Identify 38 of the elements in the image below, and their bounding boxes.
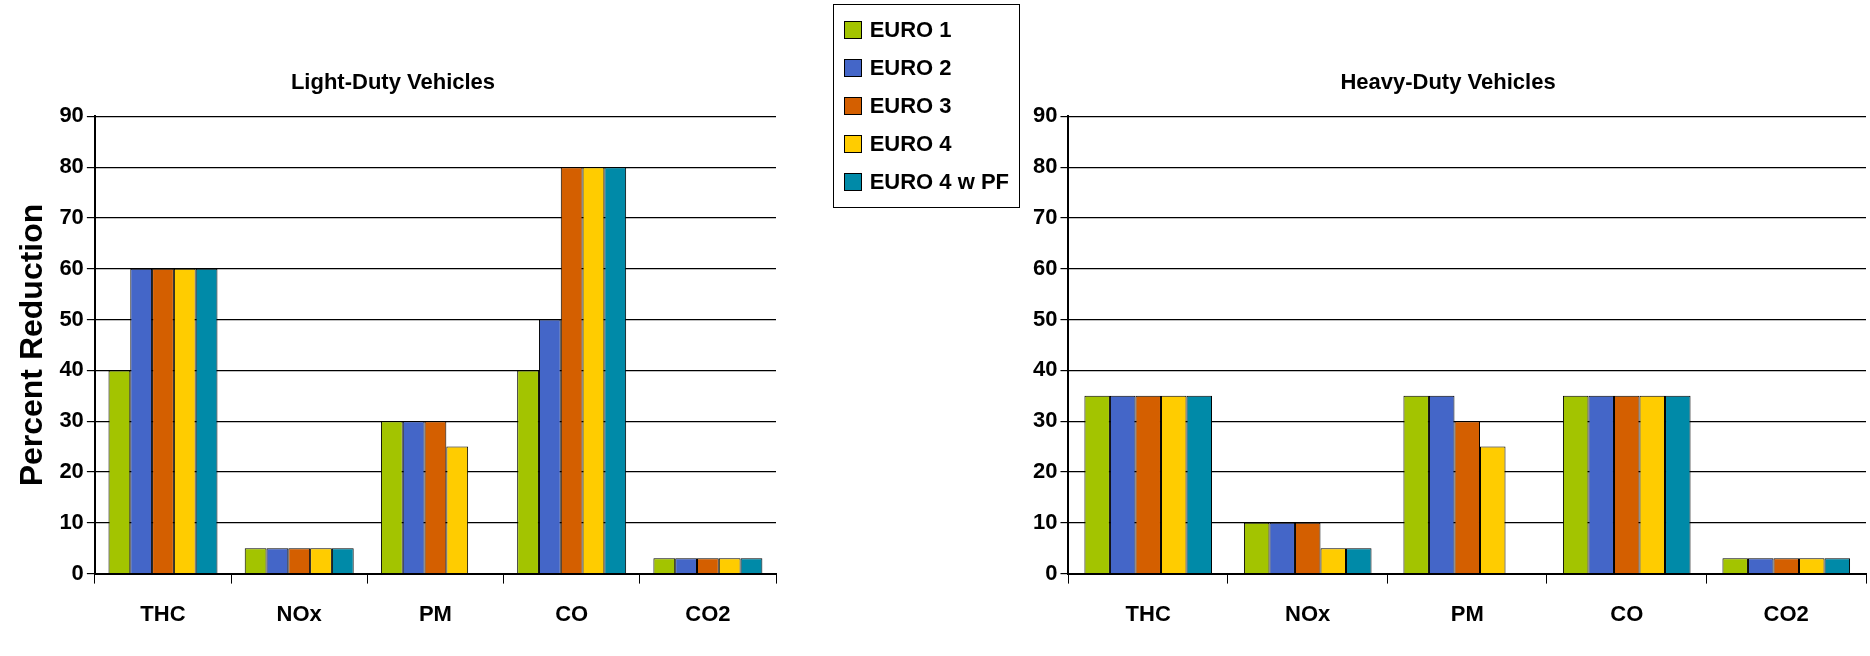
y-tick-label: 50 (1032, 305, 1058, 331)
y-tick-label: 80 (59, 153, 84, 179)
y-tick-label: 20 (59, 458, 84, 484)
x-tick-label: PM (1450, 600, 1484, 626)
x-tick-label: CO2 (685, 600, 731, 626)
legend-label: EURO 4 (869, 131, 952, 157)
y-tick-label: 70 (59, 204, 84, 230)
chart-title: Light-Duty Vehicles (290, 69, 496, 95)
y-tick-label: 10 (1032, 508, 1058, 534)
y-tick-label: 40 (1032, 356, 1058, 382)
y-tick-label: 60 (1032, 254, 1058, 280)
y-tick-label: 0 (1045, 559, 1058, 585)
y-tick-label: 70 (1032, 204, 1058, 230)
y-tick-label: 80 (1032, 153, 1058, 179)
x-tick-label: THC (1125, 600, 1171, 626)
y-tick-label: 30 (1032, 407, 1058, 433)
y-tick-label: 10 (59, 508, 84, 534)
legend-label: EURO 3 (869, 93, 952, 119)
legend-label: EURO 2 (869, 55, 952, 81)
y-tick-label: 0 (71, 559, 84, 585)
x-tick-label: THC (140, 600, 186, 626)
y-tick-label: 50 (59, 305, 84, 331)
legend-label: EURO 1 (869, 17, 952, 43)
x-tick-label: NOx (1285, 600, 1332, 626)
chart-title: Heavy-Duty Vehicles (1340, 69, 1556, 95)
y-tick-label: 20 (1032, 458, 1058, 484)
y-tick-label: 90 (1032, 102, 1058, 128)
y-tick-label: 40 (59, 356, 84, 382)
x-tick-label: CO2 (1763, 600, 1809, 626)
x-tick-label: CO (555, 600, 589, 626)
y-tick-label: 90 (59, 102, 84, 128)
y-axis-title: Percent Reduction (13, 203, 50, 487)
legend-label: EURO 4 w PF (869, 169, 1009, 195)
x-tick-label: PM (418, 600, 452, 626)
x-tick-label: CO (1610, 600, 1644, 626)
y-tick-label: 60 (59, 254, 84, 280)
x-tick-label: NOx (276, 600, 323, 626)
y-tick-label: 30 (59, 407, 84, 433)
